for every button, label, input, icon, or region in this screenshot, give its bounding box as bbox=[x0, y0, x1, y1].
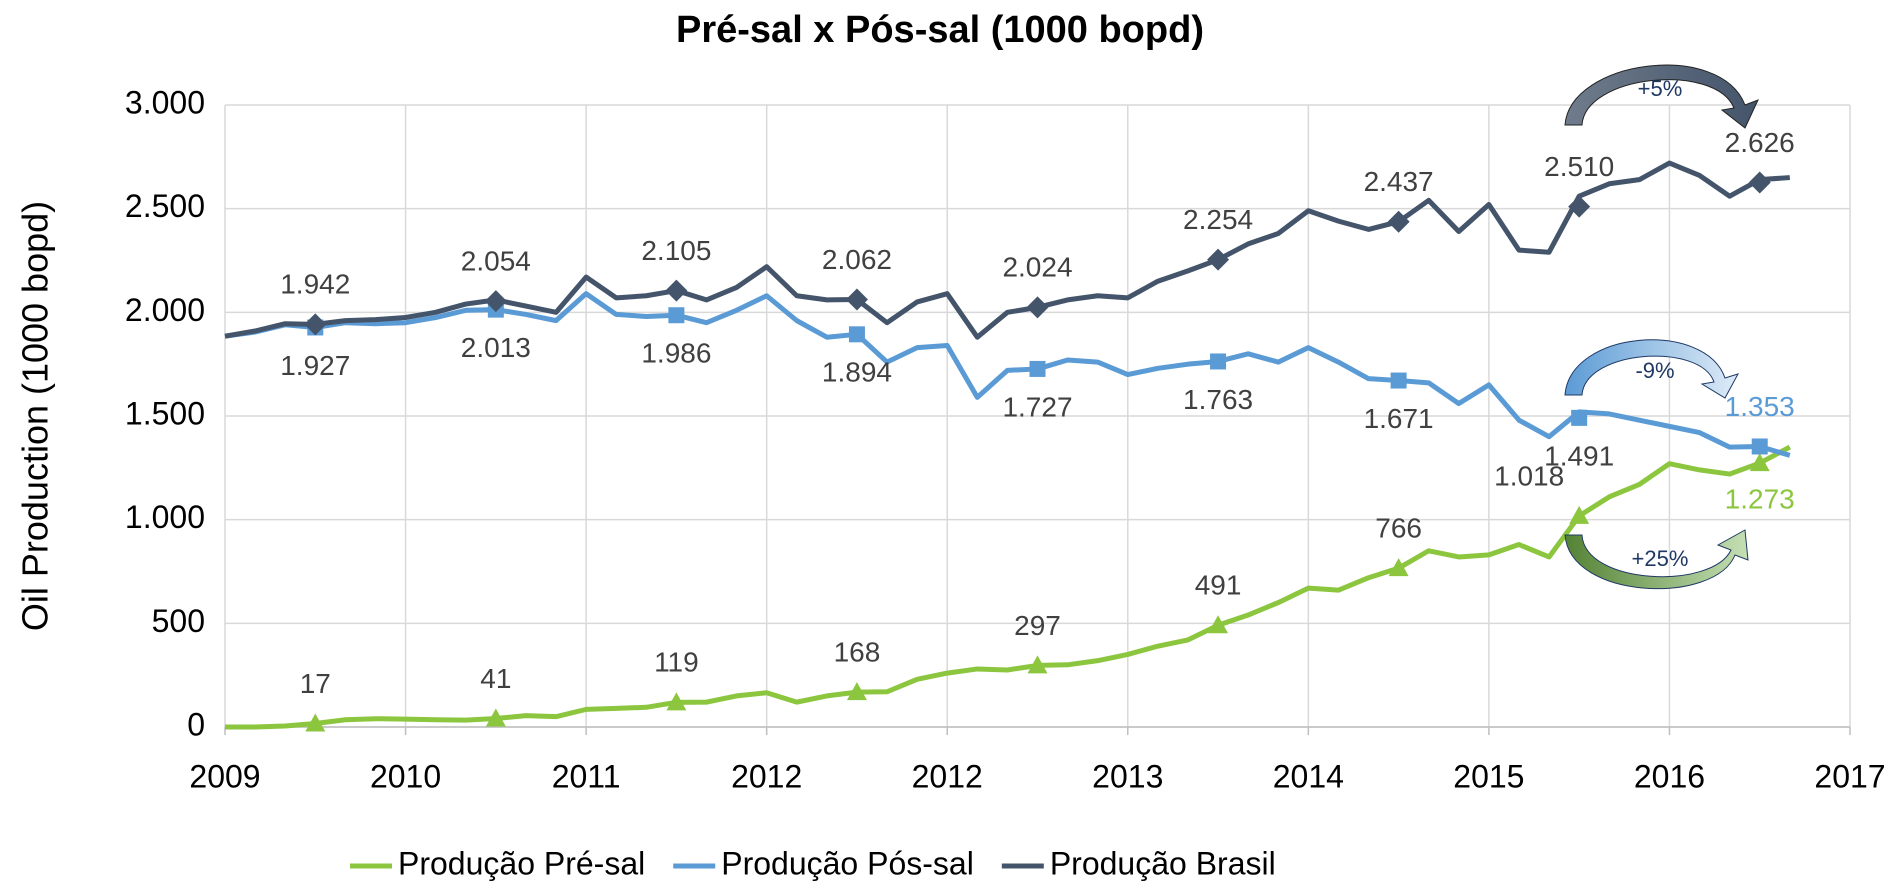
marker bbox=[1210, 353, 1227, 370]
marker bbox=[1207, 248, 1230, 271]
data-label: 1.894 bbox=[822, 357, 892, 388]
data-label: 2.054 bbox=[461, 246, 531, 277]
legend-item: Produção Pré-sal bbox=[350, 845, 645, 881]
data-label: 2.062 bbox=[822, 244, 892, 275]
marker bbox=[485, 708, 506, 727]
y-tick-label: 1.500 bbox=[125, 395, 205, 431]
marker bbox=[846, 682, 867, 701]
legend-label: Produção Pré-sal bbox=[398, 845, 645, 881]
y-tick-label: 2.500 bbox=[125, 188, 205, 224]
data-label: 1.763 bbox=[1183, 384, 1253, 415]
chart-title: Pré-sal x Pós-sal (1000 bopd) bbox=[676, 9, 1204, 51]
marker bbox=[1029, 360, 1046, 377]
data-label: 1.018 bbox=[1494, 460, 1564, 491]
data-label: 2.254 bbox=[1183, 204, 1253, 235]
annotation: +25% bbox=[1632, 546, 1689, 571]
x-tick-label: 2017 bbox=[1814, 758, 1885, 794]
marker bbox=[304, 313, 327, 336]
marker bbox=[1388, 558, 1409, 577]
y-tick-label: 1.000 bbox=[125, 499, 205, 535]
y-axis-title: Oil Production (1000 bopd) bbox=[15, 201, 56, 631]
y-tick-label: 2.000 bbox=[125, 292, 205, 328]
data-label: 119 bbox=[654, 647, 699, 678]
marker bbox=[484, 290, 507, 313]
marker bbox=[1751, 438, 1768, 455]
marker bbox=[1748, 171, 1771, 194]
data-label: 168 bbox=[834, 637, 881, 668]
marker bbox=[1390, 372, 1407, 389]
marker bbox=[845, 288, 868, 311]
x-tick-label: 2015 bbox=[1453, 758, 1524, 794]
x-tick-label: 2014 bbox=[1273, 758, 1344, 794]
data-label: 766 bbox=[1375, 513, 1422, 544]
marker bbox=[1026, 296, 1049, 319]
marker bbox=[1027, 655, 1048, 674]
arrow bbox=[1564, 529, 1749, 590]
arrow bbox=[1564, 339, 1740, 399]
x-tick-label: 2009 bbox=[189, 758, 260, 794]
x-tick-label: 2012 bbox=[731, 758, 802, 794]
x-tick-label: 2013 bbox=[1092, 758, 1163, 794]
marker bbox=[1387, 210, 1410, 233]
x-tick-label: 2010 bbox=[370, 758, 441, 794]
x-tick-label: 2011 bbox=[552, 758, 621, 794]
marker bbox=[1569, 505, 1590, 524]
arrow bbox=[1564, 64, 1759, 129]
data-label: 2.024 bbox=[1002, 252, 1072, 283]
data-label: 2.437 bbox=[1364, 166, 1434, 197]
marker bbox=[1208, 615, 1229, 634]
y-tick-label: 3.000 bbox=[125, 84, 205, 120]
legend-item: Produção Brasil bbox=[1001, 845, 1276, 881]
data-label: 2.105 bbox=[641, 235, 711, 266]
data-label: 2.626 bbox=[1725, 127, 1795, 158]
data-label: 1.491 bbox=[1544, 440, 1614, 471]
data-label: 41 bbox=[480, 663, 511, 694]
y-tick-label: 0 bbox=[187, 706, 205, 742]
marker bbox=[1571, 409, 1588, 426]
annotation: -9% bbox=[1635, 358, 1674, 383]
data-label: 1.353 bbox=[1725, 391, 1795, 422]
data-label: 1.727 bbox=[1002, 391, 1072, 422]
data-label: 491 bbox=[1195, 570, 1242, 601]
data-label: 1.927 bbox=[280, 350, 350, 381]
data-label: 17 bbox=[300, 668, 331, 699]
marker bbox=[848, 326, 865, 343]
series-line bbox=[224, 291, 1791, 458]
annotation: +5% bbox=[1638, 76, 1683, 101]
data-label: 297 bbox=[1014, 610, 1061, 641]
x-tick-label: 2012 bbox=[912, 758, 983, 794]
data-label: 2.013 bbox=[461, 332, 531, 363]
data-label: 2.510 bbox=[1544, 151, 1614, 182]
marker bbox=[665, 279, 688, 302]
marker bbox=[1568, 195, 1591, 218]
data-label: 1.986 bbox=[641, 338, 711, 369]
marker bbox=[666, 692, 687, 711]
series-line bbox=[225, 444, 1791, 730]
legend-label: Produção Brasil bbox=[1050, 845, 1276, 881]
data-label: 1.942 bbox=[280, 269, 350, 300]
marker bbox=[305, 713, 326, 732]
data-label: 1.273 bbox=[1725, 483, 1795, 514]
marker bbox=[668, 307, 685, 324]
legend-label: Produção Pós-sal bbox=[721, 845, 974, 881]
marker bbox=[1749, 453, 1770, 472]
y-tick-label: 500 bbox=[152, 603, 205, 639]
legend-item: Produção Pós-sal bbox=[673, 845, 974, 881]
x-tick-label: 2016 bbox=[1634, 758, 1705, 794]
data-label: 1.671 bbox=[1364, 403, 1434, 434]
